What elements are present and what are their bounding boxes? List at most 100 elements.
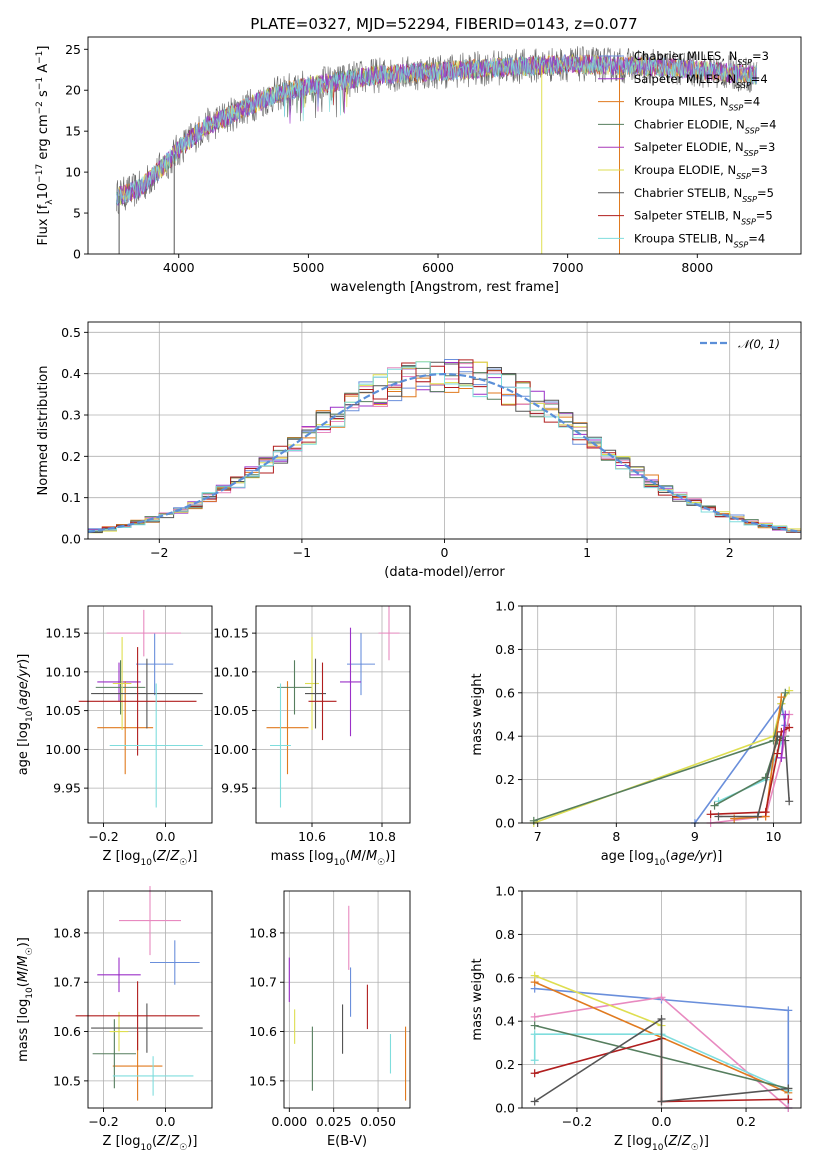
plus-marker [714, 812, 723, 821]
normal-curve [88, 372, 801, 533]
legend-entry: Kroupa ELODIE, NSSP=3 [634, 163, 768, 181]
plus-marker [753, 812, 762, 821]
plus-marker [657, 1015, 666, 1024]
data-point [388, 632, 390, 634]
y-tick-label: 10.6 [53, 1024, 81, 1039]
y-tick-label: 0.0 [495, 816, 515, 831]
y-tick-label: 0.6 [495, 685, 515, 700]
data-point [314, 692, 317, 695]
legend-entry: Salpeter ELODIE, NSSP=3 [634, 140, 775, 158]
y-axis-label: age [log10(age/yr)] [16, 654, 35, 776]
y-tick-label: 9.95 [53, 781, 81, 796]
x-tick-label: 7 [534, 829, 542, 844]
data-point [136, 1065, 139, 1067]
y-tick-label: 0.4 [495, 1014, 515, 1029]
x-tick-label: −0.2 [88, 829, 118, 844]
data-point [360, 663, 362, 665]
y-tick-label: 25 [65, 42, 81, 57]
plus-marker [530, 971, 539, 980]
y-tick-label: 0.2 [61, 449, 81, 464]
data-point [143, 632, 145, 634]
data-point [119, 686, 122, 689]
y-tick-label: 10.05 [213, 703, 249, 718]
x-tick-label: 7000 [552, 260, 584, 275]
residuals-panel: −2 −1 0 1 2 0.0 0.1 0.2 0.3 0.4 0.5 (data-model)/er… [36, 321, 802, 580]
plus-marker [657, 993, 666, 1002]
axes-frame [521, 605, 802, 824]
plus-marker [777, 753, 786, 762]
x-tick-label: 0.025 [316, 1114, 352, 1129]
y-tick-label: 10.05 [45, 703, 81, 718]
mass-vs-metallicity-panel: −0.2 0.0 10.5 10.6 10.7 10.8 Z [log10(Z/Z☉)] ma… [16, 886, 213, 1153]
y-tick-label: 1.0 [495, 884, 515, 899]
y-tick-label: 10.15 [213, 626, 249, 641]
x-axis-label: mass [log10(M/M☉)] [271, 849, 396, 868]
figure-title: PLATE=0327, MJD=52294, FIBERID=0143, z=0… [250, 15, 637, 33]
legend-entry: Kroupa MILES, NSSP=4 [634, 95, 760, 113]
x-tick-label: −0.2 [562, 1114, 592, 1129]
x-axis-label: wavelength [Angstrom, rest frame] [330, 280, 559, 295]
x-axis-label: Z [log10(Z/Z☉)] [103, 1134, 198, 1153]
axes-frame [255, 605, 411, 824]
x-tick-label: −1 [293, 545, 311, 560]
axes-frame [87, 890, 213, 1109]
plus-marker [773, 749, 782, 758]
y-tick-label: 10.7 [53, 975, 81, 990]
series-line [533, 692, 787, 822]
y-tick-label: 10.7 [249, 975, 277, 990]
y-tick-label: 10.5 [53, 1073, 81, 1088]
spectrum-panel: 4000 5000 6000 7000 8000 0 5 10 15 20 25 wavelength… [35, 36, 802, 295]
data-point [146, 692, 148, 695]
y-tick-label: 10 [65, 165, 81, 180]
x-tick-label: 0.0 [156, 1114, 176, 1129]
axes-frame [87, 605, 213, 824]
series-line [694, 701, 787, 824]
histogram-kroupa-stelib [88, 361, 801, 532]
x-tick-label: 0.000 [271, 1114, 307, 1129]
axes-frame [283, 890, 411, 1109]
plus-marker [784, 1006, 793, 1015]
legend-entry: Salpeter STELIB, NSSP=5 [634, 209, 773, 227]
x-tick-label: 0.0 [652, 1114, 672, 1129]
data-point [311, 682, 313, 685]
mass-weight-vs-age-panel: 7 8 9 10 0.0 0.2 0.4 0.6 0.8 1.0 age [log10(age/yr… [470, 599, 802, 868]
legend-entry: 𝒩(0, 1) [738, 337, 780, 351]
age-vs-metallicity-panel: −0.2 0.0 9.95 10.00 10.05 10.10 10.15 Z [log10(… [16, 605, 213, 868]
mass-vs-ebv-panel: 0.000 0.025 0.050 10.5 10.6 10.7 10.8 E(B-V) [249, 890, 411, 1149]
data-point [124, 726, 126, 729]
legend-entry: Chabrier STELIB, NSSP=5 [634, 186, 774, 204]
plus-marker [530, 1097, 539, 1106]
data-point [146, 1027, 148, 1029]
y-tick-label: 0.3 [61, 408, 81, 423]
plus-marker [761, 773, 770, 782]
plus-marker [529, 816, 538, 825]
x-tick-label: 8000 [681, 260, 713, 275]
spectrum-lines [116, 46, 758, 254]
y-tick-label: 0.1 [61, 490, 81, 505]
plus-marker [530, 1021, 539, 1030]
data-point [118, 1030, 120, 1033]
plus-marker [530, 1030, 539, 1039]
x-axis-label: Z [log10(Z/Z☉)] [103, 849, 198, 868]
series-line [780, 714, 787, 758]
data-point [149, 919, 151, 922]
y-tick-label: 10.15 [45, 626, 81, 641]
plus-marker [785, 686, 794, 695]
plus-marker [761, 808, 770, 817]
plus-marker [785, 797, 794, 806]
y-tick-label: 0.0 [495, 1101, 515, 1116]
y-tick-label: 0.4 [495, 729, 515, 744]
series-line [534, 974, 662, 1027]
x-tick-label: 8 [612, 829, 620, 844]
plus-marker [777, 693, 786, 702]
x-axis-label: E(B-V) [327, 1134, 367, 1149]
legend-entry: Salpeter MILES, NSSP=4 [634, 72, 768, 90]
histograms [88, 359, 801, 536]
y-tick-label: 0.2 [495, 1057, 515, 1072]
plus-marker [773, 732, 782, 741]
x-tick-label: 4000 [163, 260, 195, 275]
y-tick-label: 10.10 [213, 664, 249, 679]
x-tick-label: 5000 [292, 260, 324, 275]
plus-marker [530, 1012, 539, 1021]
mass-weight-vs-metallicity-panel: −0.2 0.0 0.2 0.0 0.2 0.4 0.6 0.8 1.0 Z [log10(Z/Z… [470, 884, 802, 1153]
